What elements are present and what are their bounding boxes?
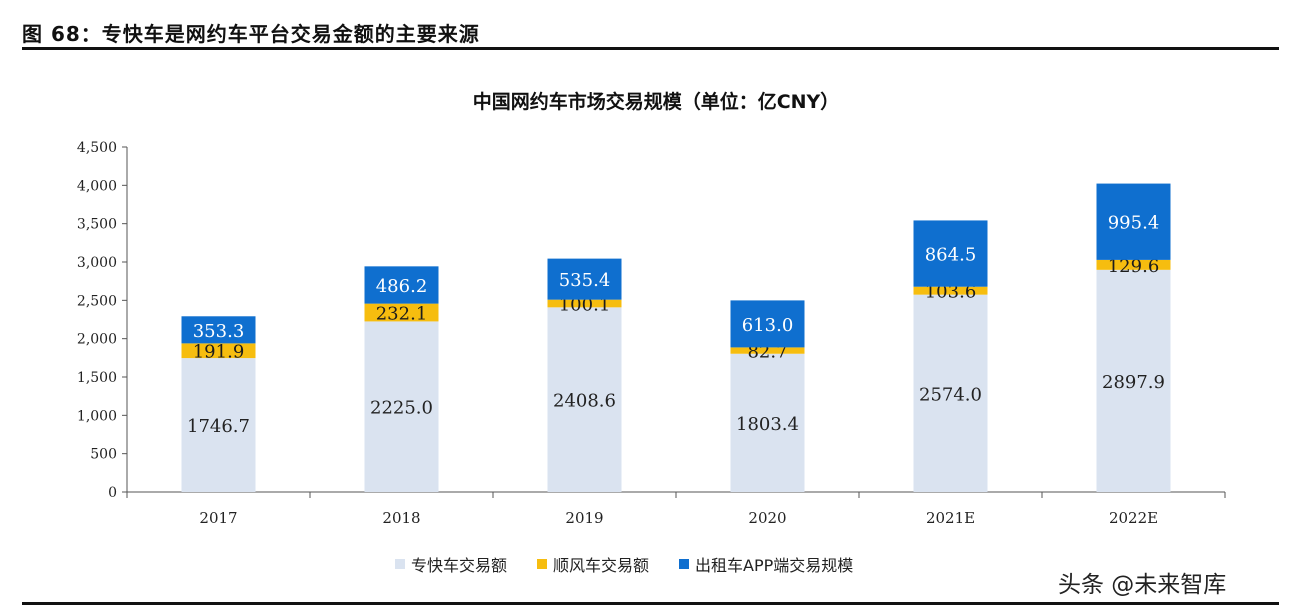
legend-item-series-1: 顺风车交易额 [537, 552, 649, 576]
bar-segment [1096, 183, 1171, 260]
x-tick-label: 2022E [1109, 509, 1158, 527]
bar-segment [1096, 259, 1171, 270]
x-tick-label: 2020 [748, 509, 786, 527]
bar-segment [913, 220, 988, 287]
data-label: 864.5 [925, 245, 977, 266]
x-tick-label: 2021E [926, 509, 975, 527]
bar-segment [913, 286, 988, 295]
legend-swatch-2 [679, 559, 690, 569]
y-tick-label: 2,500 [77, 293, 117, 309]
x-tick-label: 2017 [199, 509, 237, 527]
y-tick-label: 4,000 [77, 178, 117, 194]
bar-segment [730, 300, 805, 348]
legend-swatch-1 [537, 559, 548, 569]
legend-swatch-0 [395, 559, 405, 569]
watermark: 头条 @未来智库 [1052, 565, 1233, 599]
y-tick-label: 500 [90, 447, 117, 463]
data-label: 2574.0 [919, 384, 982, 405]
data-label: 1746.7 [187, 416, 250, 437]
bar-segment [181, 316, 256, 344]
bar-segment [364, 321, 439, 492]
legend: 专快车交易额 顺风车交易额 出租车APP端交易规模 [395, 552, 853, 576]
bar-segment [364, 303, 439, 322]
data-label: 613.0 [742, 315, 794, 336]
bar-segment [730, 347, 805, 354]
y-tick-label: 3,000 [77, 255, 117, 271]
data-label: 353.3 [193, 321, 245, 342]
y-tick-label: 1,000 [77, 408, 117, 424]
x-tick-label: 2018 [382, 509, 420, 527]
bar-segment [364, 266, 439, 304]
y-tick-label: 1,500 [77, 370, 117, 386]
y-tick-label: 2,000 [77, 332, 117, 348]
bar-segment [547, 307, 622, 492]
legend-label-2: 出租车APP端交易规模 [695, 556, 854, 575]
bar-segment [1096, 269, 1171, 492]
data-label: 103.6 [925, 282, 977, 303]
data-label: 995.4 [1108, 213, 1160, 234]
data-label: 535.4 [559, 270, 611, 291]
figure-title: 图 68：专快车是网约车平台交易金额的主要来源 [22, 22, 480, 46]
y-tick-label: 3,500 [77, 217, 117, 233]
data-label: 486.2 [376, 276, 428, 297]
y-tick-label: 0 [108, 485, 117, 501]
legend-item-series-2: 出租车APP端交易规模 [679, 552, 853, 576]
data-label: 1803.4 [736, 414, 799, 435]
data-label: 2897.9 [1102, 372, 1165, 393]
x-tick-label: 2019 [565, 509, 603, 527]
data-label: 129.6 [1108, 256, 1160, 277]
bar-segment [547, 299, 622, 308]
legend-label-0: 专快车交易额 [411, 556, 508, 575]
data-label: 232.1 [376, 304, 428, 325]
bottom-rule [22, 602, 1279, 605]
bar-segment [913, 294, 988, 492]
data-label: 2225.0 [370, 398, 433, 419]
bar-segment [730, 353, 805, 492]
bar-segment [181, 358, 256, 492]
data-label: 100.1 [559, 295, 611, 316]
chart-title: 中国网约车市场交易规模（单位：亿CNY） [472, 91, 840, 113]
top-rule [22, 47, 1279, 50]
data-label: 2408.6 [553, 391, 616, 412]
bar-segment [181, 343, 256, 359]
y-tick-label: 4,500 [77, 140, 117, 156]
data-label: 191.9 [193, 342, 245, 363]
bar-segment [547, 258, 622, 300]
legend-item-series-0: 专快车交易额 [395, 552, 507, 576]
legend-label-1: 顺风车交易额 [553, 556, 650, 575]
